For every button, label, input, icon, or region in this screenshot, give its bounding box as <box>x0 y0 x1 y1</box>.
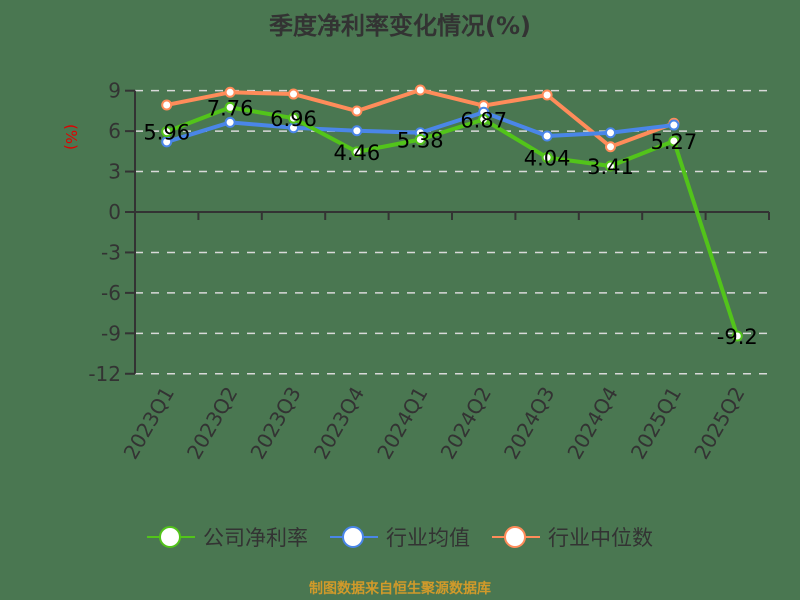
data-label: 5.38 <box>397 128 444 152</box>
data-point <box>541 152 553 164</box>
data-point <box>224 86 236 98</box>
y-tick-label: 0 <box>108 200 121 224</box>
data-label: 6.87 <box>460 108 507 132</box>
x-tick-label: 2023Q3 <box>245 383 305 464</box>
data-point <box>605 127 616 139</box>
legend-item-company[interactable]: 公司净利率 <box>147 522 308 552</box>
data-label: 3.41 <box>587 155 634 179</box>
data-label: 5.96 <box>143 121 190 145</box>
data-point <box>351 105 363 117</box>
x-tick-label: 2024Q1 <box>372 383 432 464</box>
data-label: 6.96 <box>270 107 317 131</box>
data-point <box>478 113 490 125</box>
x-tick-label: 2023Q1 <box>119 383 179 464</box>
data-point <box>541 89 553 101</box>
y-tick-label: -9 <box>101 321 121 345</box>
data-point <box>414 84 426 96</box>
y-tick-label: -3 <box>101 240 121 264</box>
data-labels: 5.96 7.76 6.96 4.46 5.38 6.87 4.04 3.41 5.27 -9.2 <box>143 96 757 349</box>
y-tick-label: 3 <box>108 160 121 184</box>
gridlines <box>135 89 769 375</box>
x-tick-label: 2025Q2 <box>689 383 749 464</box>
data-point <box>541 130 553 142</box>
data-point <box>731 330 743 342</box>
data-point <box>351 146 363 158</box>
y-tick-label: -12 <box>88 362 121 386</box>
data-point <box>605 141 616 153</box>
source-footer: 制图数据来自恒生聚源数据库 <box>309 581 491 597</box>
data-label: 7.76 <box>207 96 254 120</box>
y-tick-label: 9 <box>108 79 121 103</box>
legend-item-industry-mean[interactable]: 行业均值 <box>330 522 470 552</box>
x-tick-label: 2023Q4 <box>309 383 369 464</box>
legend-marker-icon <box>330 525 378 549</box>
x-tick-label: 2025Q1 <box>626 383 686 464</box>
data-point <box>668 119 680 131</box>
data-point <box>288 88 299 100</box>
chart-title: 季度净利率变化情况(%) <box>269 12 531 40</box>
data-point <box>161 99 173 111</box>
data-point <box>161 126 173 138</box>
series-lines <box>161 84 743 342</box>
legend-label: 行业均值 <box>386 526 470 550</box>
legend: 公司净利率 行业均值 行业中位数 <box>0 522 800 552</box>
legend-item-industry-median[interactable]: 行业中位数 <box>492 522 653 552</box>
y-tick-label: 6 <box>108 119 121 143</box>
data-point <box>351 125 363 137</box>
legend-marker-icon <box>492 525 540 549</box>
data-label: -9.2 <box>717 325 758 349</box>
data-point <box>668 135 680 147</box>
legend-label: 行业中位数 <box>548 526 653 550</box>
data-point <box>605 160 616 172</box>
y-tick-label: -6 <box>101 281 121 305</box>
data-point <box>288 112 299 124</box>
data-label: 5.27 <box>651 130 698 154</box>
x-tick-label: 2024Q4 <box>562 383 622 464</box>
data-point <box>224 101 236 113</box>
legend-marker-icon <box>147 525 195 549</box>
data-label: 4.04 <box>524 147 571 171</box>
data-point <box>414 133 426 145</box>
x-tick-label: 2024Q2 <box>436 383 496 464</box>
x-tick-label: 2024Q3 <box>499 383 559 464</box>
data-point <box>161 136 173 148</box>
series-line <box>165 105 740 337</box>
x-tick-label: 2023Q2 <box>182 383 242 464</box>
data-label: 4.46 <box>334 141 381 165</box>
legend-label: 公司净利率 <box>203 526 308 550</box>
data-point <box>224 116 236 128</box>
